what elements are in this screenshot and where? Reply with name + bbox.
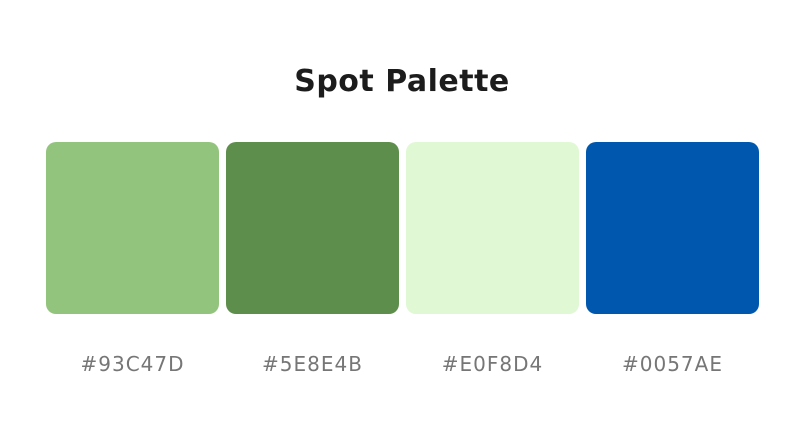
color-swatch-2[interactable] [226, 142, 399, 314]
swatch-hex-label: #E0F8D4 [441, 352, 544, 376]
palette-swatches: #93C47D #5E8E4B #E0F8D4 #0057AE [46, 142, 759, 377]
color-swatch-1[interactable] [46, 142, 219, 314]
color-swatch-4[interactable] [586, 142, 759, 314]
swatch-hex-label: #93C47D [80, 352, 185, 376]
swatch-item: #93C47D [46, 142, 219, 377]
swatch-hex-label: #0057AE [622, 352, 723, 376]
swatch-item: #5E8E4B [226, 142, 399, 377]
swatch-item: #0057AE [586, 142, 759, 377]
swatch-item: #E0F8D4 [406, 142, 579, 377]
color-swatch-3[interactable] [406, 142, 579, 314]
swatch-hex-label: #5E8E4B [262, 352, 363, 376]
palette-title: Spot Palette [294, 64, 510, 99]
